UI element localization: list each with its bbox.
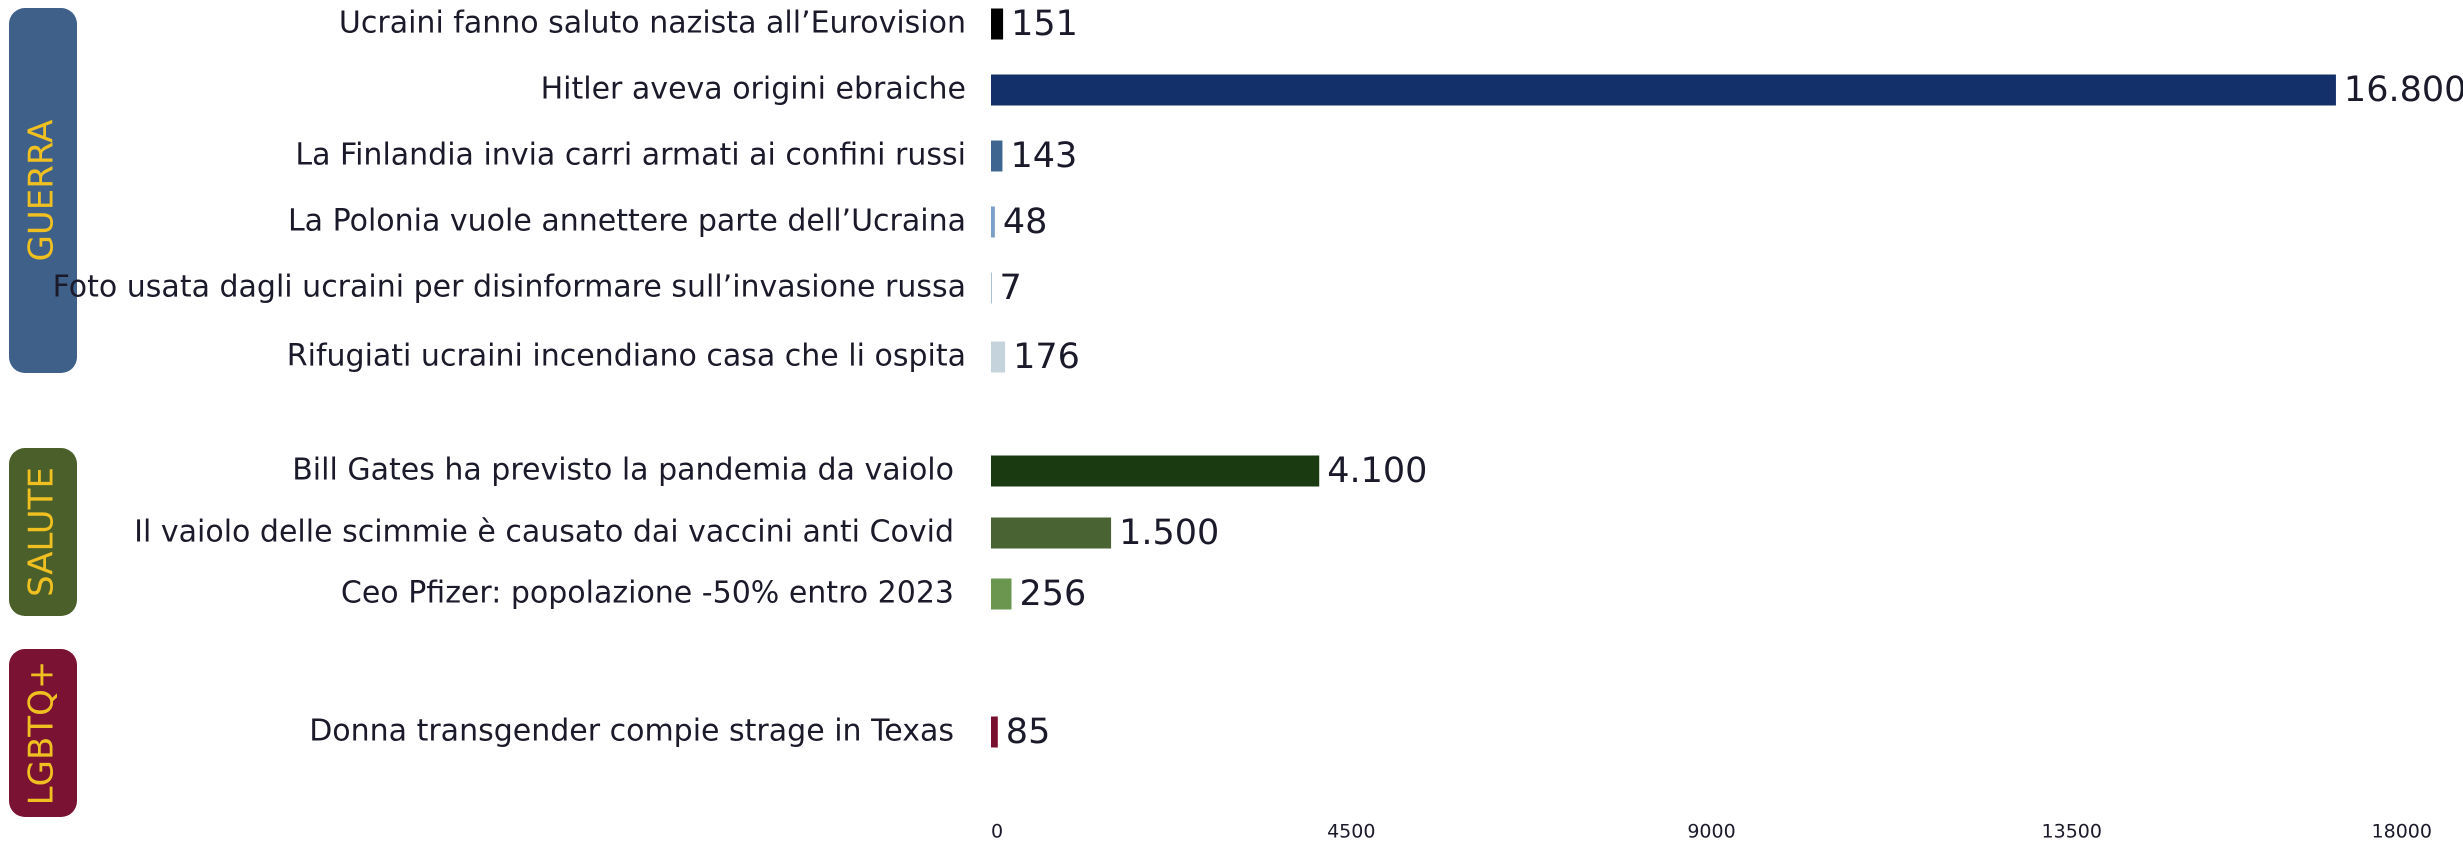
bar (991, 140, 1003, 172)
value-label: 1.500 (1119, 513, 1219, 553)
bar (991, 455, 1320, 487)
value-label: 256 (1019, 574, 1086, 614)
value-label: 151 (1011, 4, 1078, 44)
bar (991, 206, 995, 238)
value-label: 48 (1003, 202, 1048, 242)
category-label: Foto usata dagli ucraini per disinformar… (53, 270, 966, 305)
x-tick-label: 18000 (2372, 821, 2432, 842)
value-label: 4.100 (1327, 451, 1427, 491)
group-label: LGBTQ+ (22, 661, 62, 806)
group-pill (9, 649, 77, 817)
bar (991, 716, 998, 748)
group-pill (9, 448, 77, 616)
value-label: 85 (1006, 712, 1051, 752)
group-pill (9, 8, 77, 373)
value-label: 16.800 (2344, 70, 2463, 110)
group-label: SALUTE (22, 467, 62, 597)
value-label: 143 (1010, 136, 1077, 176)
bar (991, 8, 1004, 40)
category-label: Ceo Pfizer: popolazione -50% entro 2023 (341, 576, 954, 611)
value-label: 7 (1000, 268, 1022, 308)
category-label: Donna transgender compie strage in Texas (309, 714, 954, 749)
bar (991, 517, 1112, 549)
x-tick-label: 0 (991, 821, 1003, 842)
category-label: Ucraini fanno saluto nazista all’Eurovis… (339, 6, 966, 41)
bar (991, 74, 2336, 106)
category-label: Bill Gates ha previsto la pandemia da va… (292, 453, 954, 488)
x-tick-label: 9000 (1687, 821, 1735, 842)
category-label: Rifugiati ucraini incendiano casa che li… (287, 339, 966, 374)
bar (991, 341, 1006, 373)
group-label: GUERRA (22, 120, 62, 262)
bar (991, 578, 1012, 610)
x-tick-label: 4500 (1327, 821, 1375, 842)
x-tick-label: 13500 (2042, 821, 2102, 842)
value-label: 176 (1013, 337, 1080, 377)
bar (991, 272, 992, 304)
category-label: La Polonia vuole annettere parte dell’Uc… (288, 204, 966, 239)
category-label: La Finlandia invia carri armati ai confi… (295, 138, 966, 173)
category-label: Hitler aveva origini ebraiche (541, 72, 966, 107)
category-label: Il vaiolo delle scimmie è causato dai va… (134, 515, 954, 550)
